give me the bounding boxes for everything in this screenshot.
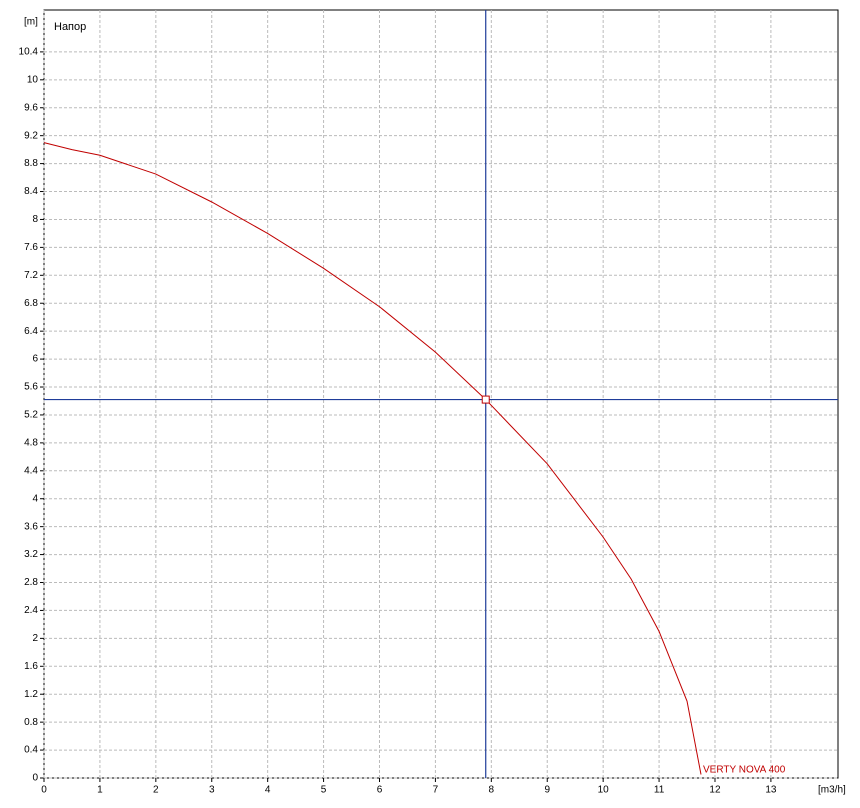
y-tick-label: 2.4 xyxy=(24,605,38,616)
x-tick-label: 9 xyxy=(544,785,550,796)
y-tick-label: 1.2 xyxy=(24,689,38,700)
x-tick-label: 3 xyxy=(209,785,215,796)
y-tick-label: 10.4 xyxy=(19,47,39,58)
y-tick-label: 8 xyxy=(32,214,38,225)
y-label: Напор xyxy=(54,21,86,33)
y-tick-label: 0.4 xyxy=(24,745,38,756)
y-tick-label: 2 xyxy=(32,633,38,644)
y-tick-label: 8.4 xyxy=(24,186,38,197)
x-unit: [m3/h] xyxy=(818,785,846,796)
y-tick-label: 8.8 xyxy=(24,158,38,169)
x-tick-label: 7 xyxy=(433,785,439,796)
y-tick-label: 0 xyxy=(32,773,38,784)
x-tick-label: 2 xyxy=(153,785,159,796)
y-tick-label: 4.4 xyxy=(24,465,38,476)
y-tick-label: 6.8 xyxy=(24,298,38,309)
y-tick-label: 2.8 xyxy=(24,577,38,588)
x-tick-label: 4 xyxy=(265,785,271,796)
y-tick-label: 9.2 xyxy=(24,130,38,141)
y-tick-label: 0.8 xyxy=(24,717,38,728)
x-tick-label: 13 xyxy=(765,785,777,796)
y-tick-label: 5.2 xyxy=(24,410,38,421)
x-tick-label: 6 xyxy=(377,785,383,796)
x-tick-label: 0 xyxy=(41,785,47,796)
operating-point xyxy=(481,395,490,404)
y-tick-label: 4.8 xyxy=(24,438,38,449)
x-tick-label: 5 xyxy=(321,785,327,796)
x-tick-label: 11 xyxy=(654,785,665,796)
y-tick-label: 4 xyxy=(32,493,38,504)
y-tick-label: 7.2 xyxy=(24,270,38,281)
y-tick-label: 3.6 xyxy=(24,521,38,532)
x-tick-label: 8 xyxy=(489,785,495,796)
y-tick-label: 6 xyxy=(32,354,38,365)
y-tick-label: 3.2 xyxy=(24,549,38,560)
y-tick-label: 10 xyxy=(27,74,39,85)
x-tick-label: 12 xyxy=(709,785,721,796)
y-tick-label: 1.6 xyxy=(24,661,38,672)
pump-curve xyxy=(43,142,702,775)
y-tick-label: 5.6 xyxy=(24,382,38,393)
plot-area xyxy=(43,9,839,779)
y-tick-label: 9.6 xyxy=(24,102,38,113)
x-tick-label: 1 xyxy=(97,785,103,796)
x-tick-label: 10 xyxy=(598,785,610,796)
y-tick-label: 7.6 xyxy=(24,242,38,253)
y-tick-label: 6.4 xyxy=(24,326,38,337)
y-unit: [m] xyxy=(24,17,38,28)
series-label: VERTY NOVA 400 xyxy=(703,765,786,776)
